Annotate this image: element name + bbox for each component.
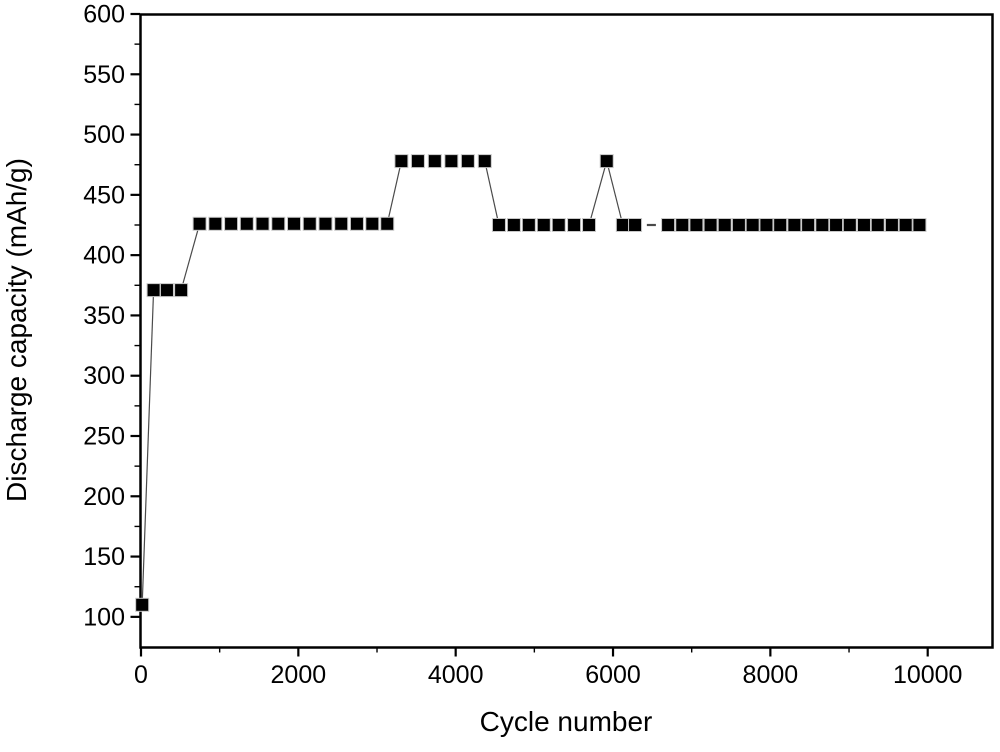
data-point-marker — [745, 218, 760, 232]
data-point-marker — [599, 154, 614, 169]
data-point-marker — [773, 218, 788, 232]
data-point-marker — [675, 218, 690, 232]
data-point-marker — [582, 218, 597, 232]
data-point-marker — [815, 218, 830, 232]
data-point-marker — [146, 283, 161, 298]
x-tick-label: 0 — [134, 661, 148, 689]
data-point-marker — [394, 154, 409, 169]
plot-area: 600 550 500 450 400 350 300 250 200 150 100 0 2000 40… — [83, 1, 994, 689]
data-point-marker — [703, 218, 718, 232]
connector-line — [180, 223, 201, 291]
data-point-marker — [856, 218, 871, 232]
y-tick-label: 500 — [83, 121, 125, 149]
y-tick-label: 350 — [83, 302, 125, 330]
y-tick-label: 100 — [83, 603, 125, 631]
data-point-marker — [460, 154, 475, 169]
data-point-marker — [318, 216, 333, 231]
y-tick-label: 450 — [83, 181, 125, 209]
data-point-marker — [410, 154, 425, 169]
data-point-marker — [536, 218, 551, 232]
data-point-marker — [870, 218, 885, 232]
data-point-marker — [365, 216, 380, 231]
data-point-marker — [491, 218, 506, 232]
data-point-marker — [255, 216, 270, 231]
data-point-marker — [912, 218, 927, 232]
y-tick-label: 300 — [83, 362, 125, 390]
x-tick-label: 10000 — [893, 661, 963, 689]
connector-line — [386, 160, 402, 224]
connector-line — [606, 160, 624, 226]
y-axis-title: Discharge capacity (mAh/g) — [1, 158, 32, 502]
data-point-marker — [427, 154, 442, 169]
y-tick-label: 550 — [83, 61, 125, 89]
connector-line — [588, 160, 608, 226]
y-tick-label: 400 — [83, 242, 125, 270]
plot-frame — [139, 13, 994, 649]
x-tick-label: 8000 — [743, 661, 799, 689]
data-point-marker — [302, 216, 317, 231]
x-tick-label: 4000 — [428, 661, 484, 689]
data-point-marker — [551, 218, 566, 232]
data-point-marker — [567, 218, 582, 232]
data-point-marker — [380, 216, 395, 231]
data-point-marker — [224, 216, 239, 231]
data-point-marker — [477, 154, 492, 169]
x-axis-title: Cycle number — [480, 706, 653, 737]
data-point-marker — [174, 283, 189, 298]
data-point-marker — [287, 216, 302, 231]
y-tick-label: 200 — [83, 483, 125, 511]
data-point-marker — [444, 154, 459, 169]
data-point-marker — [521, 218, 536, 232]
data-point-marker — [159, 283, 174, 298]
data-point-marker — [135, 597, 150, 612]
data-point-marker — [628, 218, 643, 232]
connector-line — [141, 290, 155, 605]
data-point-marker — [759, 218, 774, 232]
data-point-marker — [661, 218, 676, 232]
data-point-marker — [787, 218, 802, 232]
data-point-marker — [506, 218, 521, 232]
x-tick-label: 2000 — [271, 661, 327, 689]
data-point-marker — [731, 218, 746, 232]
y-tick-label: 250 — [83, 423, 125, 451]
data-point-marker — [801, 218, 816, 232]
data-point-marker — [829, 218, 844, 232]
connector-line — [484, 160, 500, 226]
y-tick-label: 600 — [83, 1, 125, 29]
data-point-marker — [615, 218, 630, 232]
data-point-marker — [842, 218, 857, 232]
data-point-marker — [349, 216, 364, 231]
data-point-marker — [898, 218, 913, 232]
x-tick-label: 6000 — [585, 661, 641, 689]
data-point-marker — [884, 218, 899, 232]
data-point-marker — [239, 216, 254, 231]
data-point-marker — [717, 218, 732, 232]
y-tick-label: 150 — [83, 543, 125, 571]
data-point-marker — [334, 216, 349, 231]
data-point-marker — [271, 216, 286, 231]
data-point-marker — [208, 216, 223, 231]
data-point-marker — [192, 216, 207, 231]
data-point-marker — [689, 218, 704, 232]
